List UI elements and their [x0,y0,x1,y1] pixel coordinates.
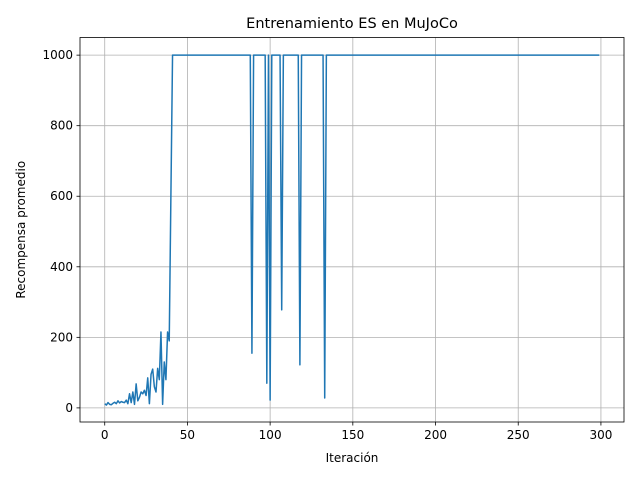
y-axis-ticks: 0 200 400 600 800 1000 [42,48,80,415]
x-axis-label: Iteración [326,451,379,465]
x-tick-label: 150 [341,428,364,442]
x-tick-label: 300 [589,428,612,442]
chart-title: Entrenamiento ES en MuJoCo [246,16,458,32]
x-tick-label: 50 [180,428,195,442]
y-tick-label: 0 [65,401,73,415]
plot-frame [79,37,625,423]
reward-series-line [104,54,600,406]
x-tick-label: 250 [507,428,530,442]
x-tick-label: 200 [424,428,447,442]
grid [80,37,624,422]
x-tick-label: 0 [101,428,109,442]
y-tick-label: 600 [50,189,73,203]
x-axis-ticks: 0 50 100 150 200 250 300 [101,422,612,442]
y-axis-label: Recompensa promedio [14,161,28,299]
y-tick-label: 200 [50,330,73,344]
y-tick-label: 400 [50,260,73,274]
y-tick-label: 1000 [42,48,73,62]
y-tick-label: 800 [50,119,73,133]
x-tick-label: 100 [259,428,282,442]
series-layer [104,54,600,406]
